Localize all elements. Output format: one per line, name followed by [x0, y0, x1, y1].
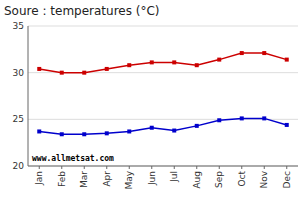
grid-line — [28, 26, 298, 27]
point-marker — [262, 116, 266, 120]
series-line — [39, 118, 287, 134]
point-marker — [82, 71, 86, 75]
point-marker — [105, 131, 109, 135]
x-tick-label: Feb — [57, 171, 67, 187]
point-marker — [240, 51, 244, 55]
x-tick — [61, 166, 62, 169]
series-line — [39, 53, 287, 73]
point-marker — [60, 71, 64, 75]
x-tick-label: Jul — [169, 171, 179, 183]
point-marker — [240, 116, 244, 120]
point-marker — [195, 124, 199, 128]
x-tick — [129, 166, 130, 169]
x-tick — [264, 166, 265, 169]
point-marker — [285, 58, 289, 62]
x-tick — [106, 166, 107, 169]
x-tick-label: Jun — [147, 171, 157, 186]
x-tick-label: Mar — [79, 171, 89, 188]
point-marker — [217, 118, 221, 122]
y-axis — [28, 26, 29, 166]
x-tick-label: Dec — [282, 171, 292, 188]
point-marker — [60, 132, 64, 136]
point-marker — [195, 63, 199, 67]
point-marker — [262, 51, 266, 55]
point-marker — [37, 67, 41, 71]
x-tick — [84, 166, 85, 169]
title: Soure : temperatures (°C) — [4, 4, 160, 18]
y-tick-label: 25 — [13, 114, 24, 124]
point-marker — [105, 67, 109, 71]
x-tick-label: Oct — [237, 171, 247, 187]
x-tick — [241, 166, 242, 169]
chart: Soure : temperatures (°C) 20 25 30 35 Jan Feb M… — [0, 0, 305, 200]
chart-container: Soure : temperatures (°C) 20 25 30 35 Jan Feb M… — [0, 0, 305, 200]
x-tick — [151, 166, 152, 169]
point-marker — [172, 60, 176, 64]
point-marker — [217, 58, 221, 62]
point-marker — [82, 132, 86, 136]
point-marker — [127, 129, 131, 133]
y-tick-label: 20 — [13, 161, 25, 171]
y-tick-label: 35 — [13, 21, 24, 31]
grid-line — [28, 166, 298, 167]
point-marker — [37, 129, 41, 133]
x-tick — [219, 166, 220, 169]
plot-area — [37, 51, 289, 136]
point-marker — [150, 60, 154, 64]
x-axis — [28, 166, 298, 167]
x-tick — [286, 166, 287, 169]
point-marker — [150, 126, 154, 130]
x-tick — [39, 166, 40, 169]
x-tick-label: Apr — [102, 171, 112, 187]
x-tick — [196, 166, 197, 169]
x-tick-label: Aug — [192, 171, 202, 189]
x-tick-label: Nov — [259, 170, 269, 188]
x-tick-label: Sep — [214, 171, 224, 188]
point-marker — [127, 63, 131, 67]
x-tick-label: May — [124, 170, 134, 189]
y-tick-label: 30 — [13, 68, 25, 78]
x-tick — [174, 166, 175, 169]
point-marker — [285, 123, 289, 127]
watermark: www.allmetsat.com — [32, 154, 114, 163]
point-marker — [172, 129, 176, 133]
x-tick-label: Jan — [34, 171, 44, 186]
